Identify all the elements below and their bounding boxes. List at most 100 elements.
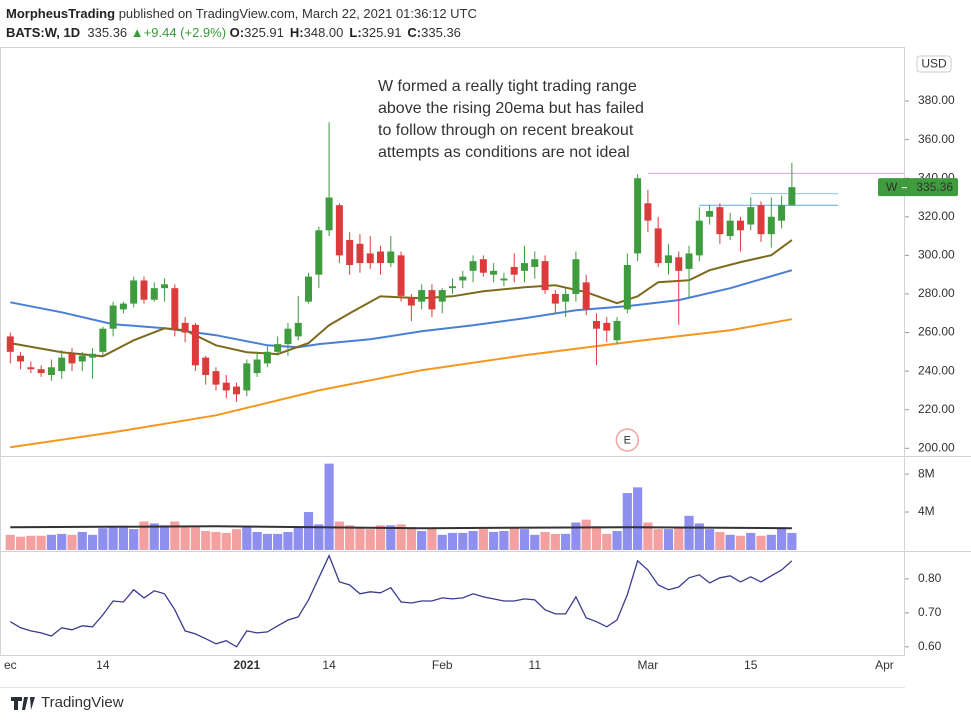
candle-body [438, 290, 446, 302]
moving-average [10, 318, 793, 449]
volume-bar [221, 532, 231, 550]
symbol: BATS:W, 1D [6, 25, 81, 40]
volume-bar [129, 529, 139, 550]
ohlc-value: 348.00 [303, 25, 344, 40]
volume-bar [540, 531, 550, 550]
volume-bar [715, 531, 725, 550]
candle-body [428, 290, 436, 310]
candle-body [27, 367, 35, 370]
volume-bar [231, 529, 242, 550]
volume-bar [98, 528, 108, 550]
volume-bar [643, 522, 653, 550]
currency-box [916, 55, 952, 73]
candle-body [531, 259, 539, 267]
candle-body [191, 324, 199, 366]
candle-body [305, 276, 313, 302]
y-tick-label: 280.00 [918, 286, 955, 300]
volume-bar [77, 531, 87, 550]
published: published on TradingView.com, March 22, … [118, 6, 477, 21]
logo [11, 696, 35, 710]
x-tick-label: 15 [744, 658, 758, 672]
chart-frame [0, 47, 905, 656]
candle-body [654, 228, 662, 264]
x-tick-label: 2021 [233, 658, 260, 672]
volume-bar [499, 531, 509, 550]
volume-bar [386, 525, 396, 550]
volume-bar [519, 529, 530, 550]
earnings-marker [615, 428, 640, 452]
header: MorpheusTrading published on TradingView… [6, 4, 477, 42]
quote-line: BATS:W, 1D 335.36 ▲+9.44 (+2.9%) O:325.9… [6, 23, 477, 42]
candle-body [449, 286, 456, 289]
volume-bar [776, 528, 787, 550]
x-tick-label: 14 [96, 658, 110, 672]
candle-body [130, 280, 138, 304]
annotation: to follow through on recent breakout [378, 122, 634, 139]
author: MorpheusTrading [6, 6, 116, 21]
candle-body [716, 207, 724, 235]
candle-body [397, 255, 405, 296]
candle-body [541, 261, 549, 291]
y-tick-label: 360.00 [918, 132, 955, 146]
ohlc-label: L: [349, 25, 362, 40]
candle-body [212, 371, 220, 385]
volume-bar [447, 532, 458, 550]
volume-bar [170, 521, 180, 550]
candle-body [490, 270, 498, 275]
candle-body [469, 261, 477, 271]
moving-average [10, 269, 793, 349]
change: +9.44 (+2.9%) [143, 25, 227, 40]
candle-body [418, 290, 426, 302]
candle-body [685, 253, 693, 269]
y-tick-label: 200.00 [918, 440, 955, 454]
volume-bar [46, 534, 57, 550]
candle-body [695, 220, 703, 256]
volume-bar [705, 529, 715, 550]
candle-body [664, 255, 672, 264]
x-tick-label: ec [4, 658, 17, 672]
volume-bar [345, 525, 355, 550]
candle-body [99, 328, 107, 352]
candle-body [253, 359, 261, 374]
candle-body [634, 178, 642, 254]
volume-bar [396, 524, 406, 550]
candle-body [58, 357, 66, 372]
volume-bar [581, 519, 591, 550]
candle-body [222, 382, 230, 391]
ohlc-label: H: [289, 25, 304, 40]
candle-body [747, 207, 755, 225]
x-tick-label: Mar [638, 658, 659, 672]
volume-bar [417, 531, 427, 550]
volume-bar [622, 493, 632, 550]
volume-bar [87, 534, 98, 550]
candle-body [161, 284, 169, 289]
candle-body [17, 355, 25, 362]
volume-bar [756, 535, 766, 550]
volume-bar [139, 521, 149, 550]
candle-body [233, 386, 241, 395]
volume-bar [36, 535, 46, 550]
annotation: W formed a really tight trading range [378, 78, 637, 95]
volume-bar [571, 522, 581, 550]
volume-bar [766, 534, 776, 550]
volume-bar [746, 532, 756, 550]
volume-bar [694, 523, 704, 550]
y-tick-label: 4M [918, 504, 935, 518]
candle-body [356, 243, 364, 264]
volume-bar [612, 531, 622, 550]
last-symbol: W [886, 180, 898, 194]
volume-bar [406, 527, 416, 550]
candle-body [592, 320, 600, 329]
y-tick-label: 260.00 [918, 325, 955, 339]
candle-body [644, 203, 652, 221]
volume-bar [355, 527, 365, 550]
volume-bar [375, 525, 386, 550]
candle-body [325, 197, 333, 231]
volume-bar [725, 534, 735, 550]
candle-body [675, 257, 683, 271]
volume-bar [67, 534, 77, 550]
annotation: above the rising 20ema but has failed [378, 100, 644, 117]
x-tick-label: Apr [875, 658, 894, 672]
